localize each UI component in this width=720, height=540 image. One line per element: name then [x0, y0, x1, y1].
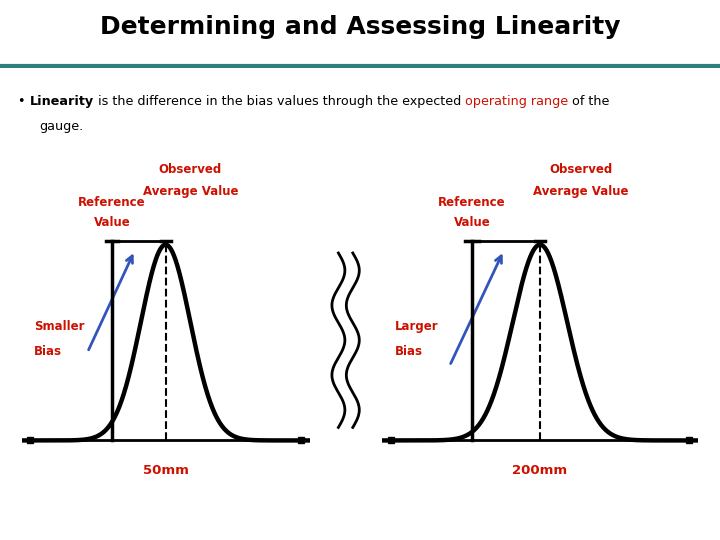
Text: Average Value: Average Value — [533, 185, 629, 198]
Text: Observed: Observed — [158, 163, 222, 176]
Text: 50mm: 50mm — [143, 464, 189, 477]
Text: Reference: Reference — [78, 197, 146, 210]
Text: 200mm: 200mm — [513, 464, 567, 477]
Text: Determining and Assessing Linearity: Determining and Assessing Linearity — [100, 15, 620, 39]
Text: Bias: Bias — [395, 345, 423, 358]
Text: Observed: Observed — [549, 163, 612, 176]
Text: Value: Value — [94, 216, 130, 229]
Text: Value: Value — [454, 216, 490, 229]
Text: is the difference in the bias values through the expected: is the difference in the bias values thr… — [94, 95, 465, 108]
Text: Measurement Systems Analysis: Measurement Systems Analysis — [14, 507, 312, 525]
Text: Larger: Larger — [395, 320, 438, 333]
Text: •: • — [18, 95, 30, 108]
Text: of the: of the — [568, 95, 609, 108]
Text: Linearity: Linearity — [30, 95, 94, 108]
Text: gauge.: gauge. — [40, 120, 84, 133]
Text: Reference: Reference — [438, 197, 506, 210]
Text: operating range: operating range — [465, 95, 568, 108]
Text: Bias: Bias — [34, 345, 62, 358]
Text: Smaller: Smaller — [34, 320, 84, 333]
Text: Average Value: Average Value — [143, 185, 238, 198]
Text: www.qualimations.com: www.qualimations.com — [513, 507, 706, 525]
